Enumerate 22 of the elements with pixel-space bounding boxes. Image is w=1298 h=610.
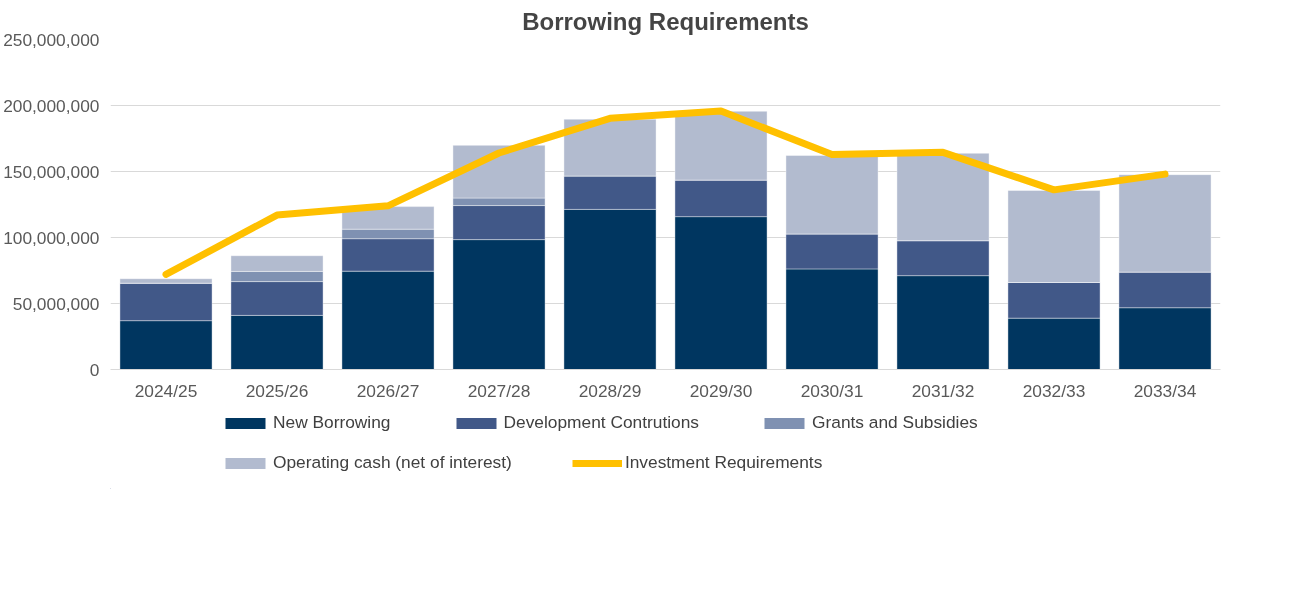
- y-tick-label: 150,000,000: [3, 161, 100, 182]
- y-tick-label: 200,000,000: [3, 95, 100, 116]
- x-tick-label: 2026/27: [356, 380, 420, 401]
- x-tick-label: 2028/29: [578, 380, 642, 401]
- legend-label: Development Contrutions: [503, 412, 700, 433]
- x-tick-label: 2030/31: [800, 380, 864, 401]
- legend-label: Operating cash (net of interest): [273, 452, 512, 473]
- x-tick-label: 2025/26: [245, 380, 309, 401]
- x-tick-label: 2029/30: [689, 380, 753, 401]
- y-tick-label: 250,000,000: [3, 29, 100, 50]
- y-tick-label: 50,000,000: [12, 293, 100, 314]
- chart-title: Borrowing Requirements: [522, 7, 809, 35]
- x-tick-label: 2027/28: [467, 380, 531, 401]
- x-tick-label: 2032/33: [1022, 380, 1086, 401]
- y-tick-label: 0: [89, 359, 100, 380]
- legend-label: New Borrowing: [273, 412, 391, 433]
- y-tick-label: 100,000,000: [3, 227, 100, 248]
- legend-label: Grants and Subsidies: [812, 412, 978, 433]
- x-tick-label: 2024/25: [134, 380, 198, 401]
- x-tick-label: 2033/34: [1133, 380, 1197, 401]
- legend-label: Investment Requirements: [624, 452, 823, 473]
- x-tick-label: 2031/32: [911, 380, 975, 401]
